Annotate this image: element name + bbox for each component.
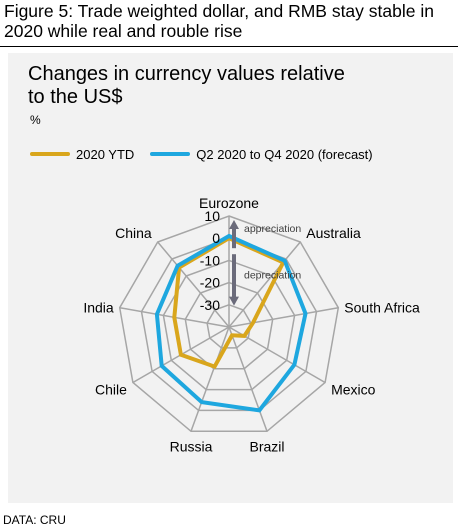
grid-spoke-4	[228, 326, 268, 432]
category-label-3: Mexico	[331, 382, 376, 398]
tick-label-1: 0	[212, 230, 220, 246]
category-label-4: Brazil	[249, 438, 284, 454]
chart-title: Changes in currency values relative to t…	[28, 63, 345, 108]
legend-item-ytd: 2020 YTD	[30, 147, 134, 162]
legend-swatch-ytd	[30, 152, 70, 156]
grid-ring-1	[140, 237, 318, 412]
category-label-1: Australia	[306, 225, 361, 241]
appreciation-label: appreciation	[244, 223, 301, 235]
chart-panel	[8, 53, 453, 503]
tick-label-4: -30	[200, 297, 220, 313]
unit-label: %	[30, 113, 41, 127]
tick-label-3: -20	[200, 275, 220, 291]
grid-spoke-5	[190, 326, 230, 432]
title-rule	[0, 46, 458, 47]
grid-spoke-8	[157, 241, 230, 328]
grid-ring-3	[184, 281, 274, 370]
source-note: DATA: CRU	[3, 513, 66, 527]
category-label-0: Eurozone	[199, 195, 259, 211]
legend: 2020 YTD Q2 2020 to Q4 2020 (forecast)	[30, 146, 389, 162]
tick-label-0: 10	[204, 208, 220, 224]
series-line-1	[154, 233, 308, 413]
legend-label-ytd: 2020 YTD	[76, 146, 135, 162]
legend-swatch-forecast	[150, 152, 191, 156]
series-line-0	[172, 235, 286, 370]
depreciation-arrow-head	[229, 296, 239, 306]
grid-ring-0	[118, 215, 340, 433]
depreciation-label: depreciation	[244, 269, 301, 281]
category-label-5: Russia	[170, 438, 213, 454]
category-label-8: China	[115, 225, 152, 241]
legend-item-forecast: Q2 2020 to Q4 2020 (forecast)	[150, 146, 373, 162]
tick-label-2: -10	[200, 252, 220, 268]
grid-spoke-2	[228, 306, 339, 328]
grid-spoke-1	[228, 241, 301, 328]
grid-ring-4	[206, 304, 252, 349]
appreciation-arrow-head	[229, 220, 239, 229]
category-label-6: Chile	[95, 382, 127, 398]
category-label-7: India	[83, 300, 114, 316]
figure-title: Figure 5: Trade weighted dollar, and RMB…	[4, 1, 434, 41]
category-label-2: South Africa	[344, 300, 420, 316]
legend-label-forecast: Q2 2020 to Q4 2020 (forecast)	[196, 146, 373, 162]
